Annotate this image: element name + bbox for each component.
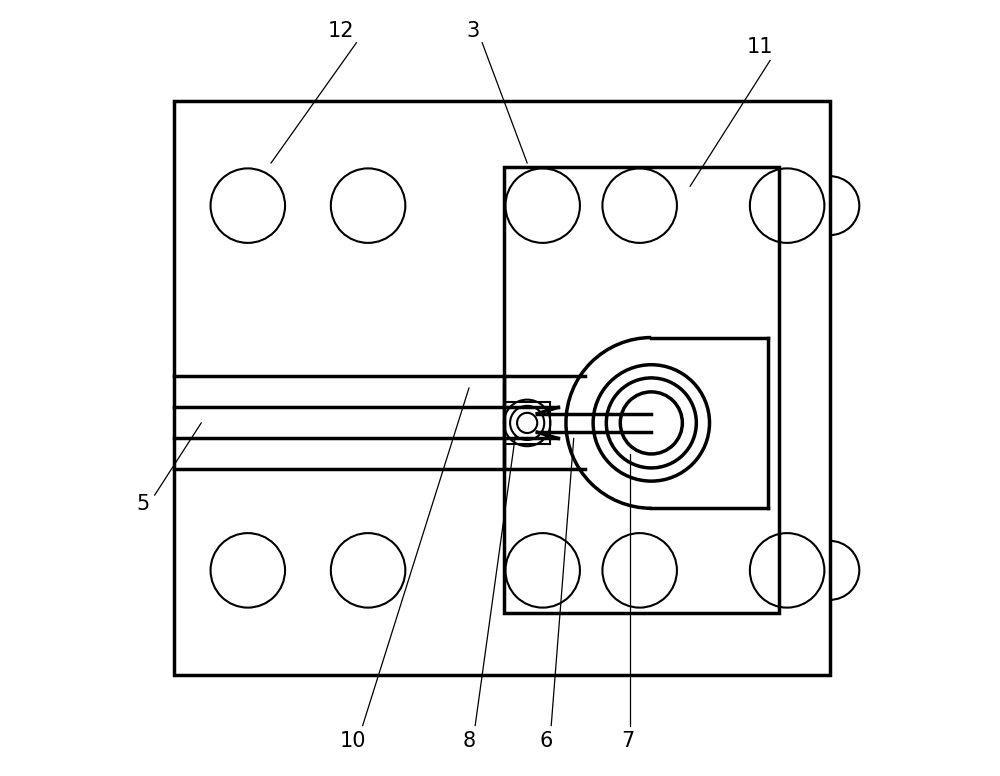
Text: 7: 7 xyxy=(621,731,635,751)
Text: 12: 12 xyxy=(328,21,354,41)
Text: 10: 10 xyxy=(339,731,366,751)
Text: 6: 6 xyxy=(540,731,553,751)
Text: 3: 3 xyxy=(466,21,479,41)
Text: 5: 5 xyxy=(136,494,150,514)
Text: 11: 11 xyxy=(747,36,773,57)
Text: 8: 8 xyxy=(462,731,476,751)
